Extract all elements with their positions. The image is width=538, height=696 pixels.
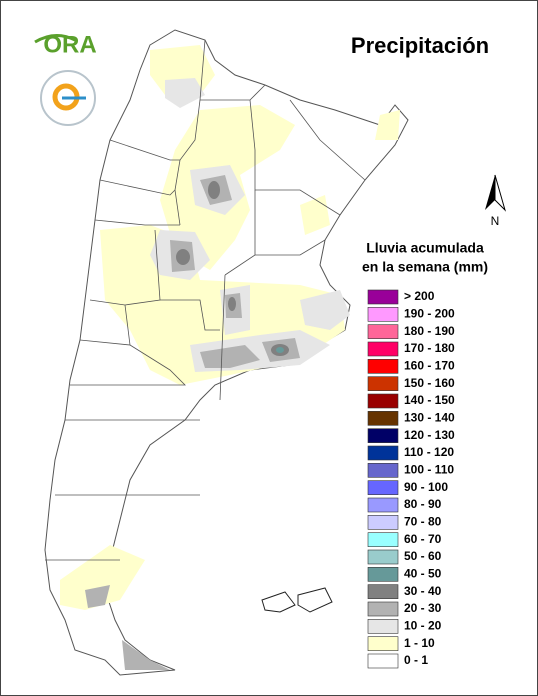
legend-title: Lluvia acumulada (366, 240, 484, 256)
legend-swatch (367, 445, 399, 461)
legend-label: 70 - 80 (404, 515, 442, 529)
legend-label: 100 - 110 (404, 463, 454, 477)
legend-swatch (367, 393, 399, 409)
legend-label: 80 - 90 (404, 497, 442, 511)
legend-swatch (367, 463, 399, 478)
legend-label: 120 - 130 (404, 428, 455, 442)
north-arrow: N (485, 174, 507, 228)
legend-label: 60 - 70 (404, 532, 442, 546)
islands (261, 587, 333, 613)
legend-label: > 200 (404, 289, 435, 303)
rain-shading (60, 45, 400, 670)
title: Precipitación (351, 33, 489, 58)
legend-label: 50 - 60 (404, 549, 442, 563)
legend-label: 0 - 1 (404, 653, 428, 667)
legend-swatch (367, 411, 399, 426)
legend-label: 30 - 40 (404, 584, 442, 598)
legend-title: en la semana (mm) (362, 259, 488, 275)
legend-swatch (367, 307, 399, 322)
legend-swatch (367, 480, 399, 495)
legend-label: 40 - 50 (404, 567, 442, 581)
legend-label: 10 - 20 (404, 619, 442, 633)
legend: Lluvia acumulada en la semana (mm) > 200… (362, 240, 488, 669)
legend-swatch (367, 532, 399, 547)
legend-swatch (367, 497, 399, 513)
legend-swatch (367, 376, 399, 391)
legend-swatch (367, 636, 399, 651)
legend-swatch (367, 289, 399, 305)
logo-text: ORA (43, 31, 96, 58)
legend-label: 190 - 200 (404, 307, 455, 321)
legend-label: 110 - 120 (404, 445, 454, 459)
legend-label: 20 - 30 (404, 601, 442, 615)
legend-label: 160 - 170 (404, 359, 455, 373)
legend-swatch (367, 584, 399, 599)
legend-label: 180 - 190 (404, 324, 455, 338)
north-label: N (491, 214, 500, 228)
legend-label: 150 - 160 (404, 376, 455, 390)
province-borders (45, 39, 366, 561)
legend-swatch (367, 549, 399, 565)
legend-swatch (367, 619, 399, 634)
legend-swatch (367, 324, 399, 339)
logo: ORA (34, 31, 97, 126)
legend-swatch (367, 341, 399, 357)
legend-swatch (367, 567, 399, 582)
legend-label: 170 - 180 (404, 341, 455, 355)
legend-swatch (367, 515, 399, 530)
legend-label: 1 - 10 (404, 636, 435, 650)
legend-label: 130 - 140 (404, 411, 455, 425)
legend-label: 90 - 100 (404, 480, 448, 494)
legend-label: 140 - 150 (404, 393, 455, 407)
legend-swatch (367, 428, 399, 443)
legend-swatch (367, 359, 399, 374)
legend-swatch (367, 653, 399, 669)
legend-swatch (367, 601, 399, 617)
